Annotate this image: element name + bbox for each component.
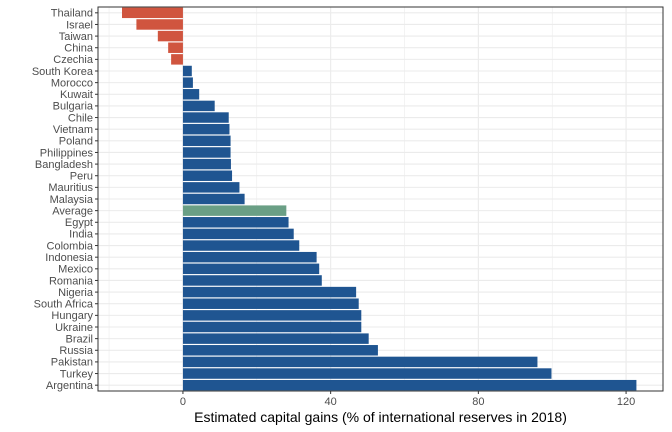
bar-argentina xyxy=(182,379,637,391)
y-tick-label: Vietnam xyxy=(53,124,93,136)
y-tick-label: Egypt xyxy=(65,217,93,229)
y-tick-label: Nigeria xyxy=(58,287,94,299)
x-axis-title: Estimated capital gains (% of internatio… xyxy=(194,409,567,425)
x-tick-label: 40 xyxy=(325,396,337,408)
bar-bangladesh xyxy=(182,158,231,170)
bar-turkey xyxy=(182,368,552,379)
y-tick-label: Turkey xyxy=(60,368,94,380)
y-tick-label: Philippines xyxy=(40,147,94,159)
y-tick-label: Morocco xyxy=(51,77,93,89)
bar-romania xyxy=(182,275,322,286)
y-tick-label: Chile xyxy=(68,112,93,124)
bar-egypt xyxy=(182,217,289,228)
bar-pakistan xyxy=(182,356,538,368)
y-tick-label: Average xyxy=(52,205,93,217)
bar-russia xyxy=(182,345,378,356)
bar-bulgaria xyxy=(182,100,215,112)
bar-peru xyxy=(182,170,233,181)
y-tick-label: Mauritius xyxy=(48,182,93,194)
y-tick-label: Colombia xyxy=(47,240,94,252)
bar-indonesia xyxy=(182,251,317,263)
bar-ukraine xyxy=(182,321,362,333)
y-tick-label: Thailand xyxy=(51,8,93,20)
y-tick-label: Brazil xyxy=(65,333,93,345)
y-tick-label: Czechia xyxy=(53,54,94,66)
bar-vietnam xyxy=(182,123,230,135)
bar-taiwan xyxy=(157,30,183,42)
y-tick-label: Kuwait xyxy=(60,89,93,101)
bar-average xyxy=(182,205,287,216)
bar-israel xyxy=(136,19,183,30)
y-tick-label: India xyxy=(69,229,94,241)
bar-india xyxy=(182,228,294,240)
y-tick-label: Hungary xyxy=(51,310,93,322)
bar-malaysia xyxy=(182,193,245,205)
bar-south-korea xyxy=(182,65,192,77)
bar-mauritius xyxy=(182,182,240,193)
y-tick-label: Ukraine xyxy=(55,322,93,334)
bar-philippines xyxy=(182,147,231,158)
y-tick-label: Mexico xyxy=(58,264,93,276)
y-tick-label: Poland xyxy=(59,136,93,148)
y-tick-label: South Africa xyxy=(34,299,94,311)
bar-china xyxy=(168,42,183,53)
y-tick-label: Taiwan xyxy=(59,31,93,43)
x-tick-label: 80 xyxy=(472,396,484,408)
y-tick-label: Pakistan xyxy=(51,357,93,369)
bars xyxy=(122,7,637,391)
y-tick-label: Romania xyxy=(49,275,94,287)
bar-brazil xyxy=(182,333,369,344)
grid-lines xyxy=(98,7,663,391)
bar-nigeria xyxy=(182,286,357,298)
y-tick-label: Israel xyxy=(66,19,93,31)
bar-south-africa xyxy=(182,298,359,309)
y-tick-label: South Korea xyxy=(32,66,94,78)
bar-thailand xyxy=(122,7,183,19)
y-tick-label: China xyxy=(64,43,94,55)
y-tick-label: Malaysia xyxy=(50,194,94,206)
bar-colombia xyxy=(182,240,300,251)
x-axis: 0 40 80 120 xyxy=(180,391,635,408)
y-tick-label: Bangladesh xyxy=(35,159,93,171)
y-tick-label: Russia xyxy=(59,345,94,357)
x-tick-label: 120 xyxy=(617,396,635,408)
bar-hungary xyxy=(182,310,362,321)
bar-poland xyxy=(182,135,231,147)
bar-kuwait xyxy=(182,89,200,100)
x-tick-label: 0 xyxy=(180,396,186,408)
bar-morocco xyxy=(182,77,193,88)
y-tick-label: Indonesia xyxy=(45,252,94,264)
y-tick-label: Bulgaria xyxy=(53,101,94,113)
bar-mexico xyxy=(182,263,320,275)
y-tick-label: Peru xyxy=(70,171,93,183)
bar-czechia xyxy=(171,54,183,65)
y-tick-label: Argentina xyxy=(46,380,94,392)
bar-chile xyxy=(182,112,229,123)
